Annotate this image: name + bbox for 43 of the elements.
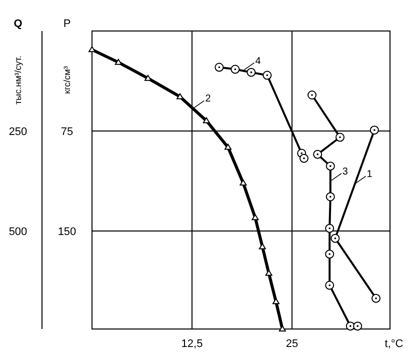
- y2-tick-label: 250: [8, 126, 28, 138]
- point: [258, 243, 266, 250]
- point: [336, 132, 344, 142]
- point: [246, 68, 256, 77]
- point: [330, 234, 340, 243]
- annotation: 4: [255, 56, 262, 67]
- point: [326, 192, 335, 202]
- x-axis-title: t,°C: [384, 338, 404, 350]
- point: [265, 270, 272, 276]
- point: [262, 70, 272, 80]
- y-tick-label: 75: [60, 126, 74, 138]
- point: [278, 326, 286, 332]
- y2-tick-label: 500: [8, 226, 28, 238]
- point: [353, 322, 362, 331]
- point: [176, 93, 184, 100]
- point: [326, 162, 335, 171]
- point: [224, 144, 232, 150]
- point: [325, 250, 334, 259]
- y2-axis-title: Q: [14, 18, 23, 30]
- point: [325, 224, 334, 233]
- y-tick-label: 150: [58, 226, 76, 238]
- point: [372, 294, 380, 303]
- x-tick-label: 12,5: [181, 338, 203, 350]
- annotation: 3: [342, 166, 348, 178]
- y-axis-title: P: [63, 18, 71, 30]
- point: [325, 280, 334, 290]
- point: [230, 64, 240, 74]
- point: [346, 322, 355, 331]
- point: [240, 180, 247, 186]
- point: [313, 150, 322, 159]
- point: [202, 117, 210, 124]
- text: тыс.нм³/сут.: [13, 56, 23, 104]
- point: [252, 214, 259, 220]
- annotation: 2: [205, 94, 212, 105]
- point: [300, 154, 308, 163]
- annotation: 1: [366, 169, 373, 180]
- text: кгс/см³: [62, 66, 72, 94]
- point: [272, 298, 280, 304]
- x-tick-label: 25: [286, 338, 298, 350]
- point: [214, 62, 224, 72]
- point: [308, 90, 316, 100]
- point: [144, 74, 152, 81]
- point: [370, 126, 379, 135]
